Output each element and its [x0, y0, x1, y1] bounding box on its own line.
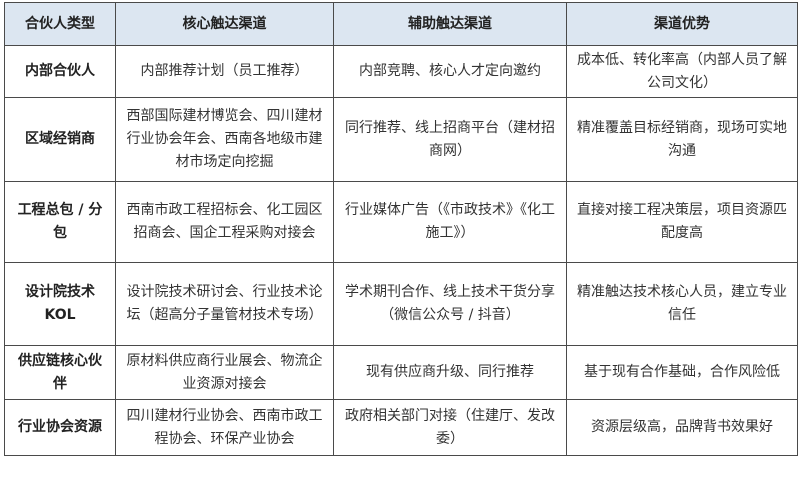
advantage-cell: 精准触达技术核心人员，建立专业信任 [566, 262, 798, 346]
header-core-channel: 核心触达渠道 [115, 2, 334, 46]
aux-channel-cell: 行业媒体广告（《市政技术》《化工施工》） [333, 181, 567, 263]
partner-type-cell: 区域经销商 [4, 97, 116, 182]
aux-channel-cell: 学术期刊合作、线上技术干货分享（微信公众号 / 抖音） [333, 262, 567, 346]
aux-channel-cell: 现有供应商升级、同行推荐 [333, 345, 567, 400]
core-channel-cell: 设计院技术研讨会、行业技术论坛（超高分子量管材技术专场） [115, 262, 334, 346]
core-channel-cell: 四川建材行业协会、西南市政工程协会、环保产业协会 [115, 399, 334, 456]
partner-type-cell: 内部合伙人 [4, 45, 116, 98]
partner-channel-table: 合伙人类型 核心触达渠道 辅助触达渠道 渠道优势 内部合伙人 内部推荐计划（员工推… [4, 2, 798, 456]
aux-channel-cell: 同行推荐、线上招商平台（建材招商网） [333, 97, 567, 182]
advantage-cell: 基于现有合作基础，合作风险低 [566, 345, 798, 400]
core-channel-cell: 西部国际建材博览会、四川建材行业协会年会、西南各地级市建材市场定向挖掘 [115, 97, 334, 182]
header-aux-channel: 辅助触达渠道 [333, 2, 567, 46]
table-row: 工程总包 / 分包 西南市政工程招标会、化工园区招商会、国企工程采购对接会 行业媒体… [4, 181, 798, 263]
core-channel-cell: 原材料供应商行业展会、物流企业资源对接会 [115, 345, 334, 400]
header-row: 合伙人类型 核心触达渠道 辅助触达渠道 渠道优势 [4, 2, 798, 46]
aux-channel-cell: 内部竞聘、核心人才定向邀约 [333, 45, 567, 98]
table-row: 内部合伙人 内部推荐计划（员工推荐） 内部竞聘、核心人才定向邀约 成本低、转化率高（内… [4, 45, 798, 98]
aux-channel-cell: 政府相关部门对接（住建厅、发改委） [333, 399, 567, 456]
advantage-cell: 直接对接工程决策层，项目资源匹配度高 [566, 181, 798, 263]
header-partner-type: 合伙人类型 [4, 2, 116, 46]
table-row: 供应链核心伙伴 原材料供应商行业展会、物流企业资源对接会 现有供应商升级、同行推荐基… [4, 345, 798, 400]
header-advantage: 渠道优势 [566, 2, 798, 46]
core-channel-cell: 西南市政工程招标会、化工园区招商会、国企工程采购对接会 [115, 181, 334, 263]
partner-type-cell: 供应链核心伙伴 [4, 345, 116, 400]
table-row: 行业协会资源 四川建材行业协会、西南市政工程协会、环保产业协会 政府相关部门对接（住… [4, 399, 798, 456]
advantage-cell: 精准覆盖目标经销商，现场可实地沟通 [566, 97, 798, 182]
advantage-cell: 资源层级高，品牌背书效果好 [566, 399, 798, 456]
core-channel-cell: 内部推荐计划（员工推荐） [115, 45, 334, 98]
partner-type-cell: 行业协会资源 [4, 399, 116, 456]
advantage-cell: 成本低、转化率高（内部人员了解公司文化） [566, 45, 798, 98]
table-row: 区域经销商 西部国际建材博览会、四川建材行业协会年会、西南各地级市建材市场定向挖掘… [4, 97, 798, 182]
table-row: 设计院技术 KOL 设计院技术研讨会、行业技术论坛（超高分子量管材技术专场） 学术期… [4, 262, 798, 346]
partner-type-cell: 设计院技术 KOL [4, 262, 116, 346]
partner-type-cell: 工程总包 / 分包 [4, 181, 116, 263]
